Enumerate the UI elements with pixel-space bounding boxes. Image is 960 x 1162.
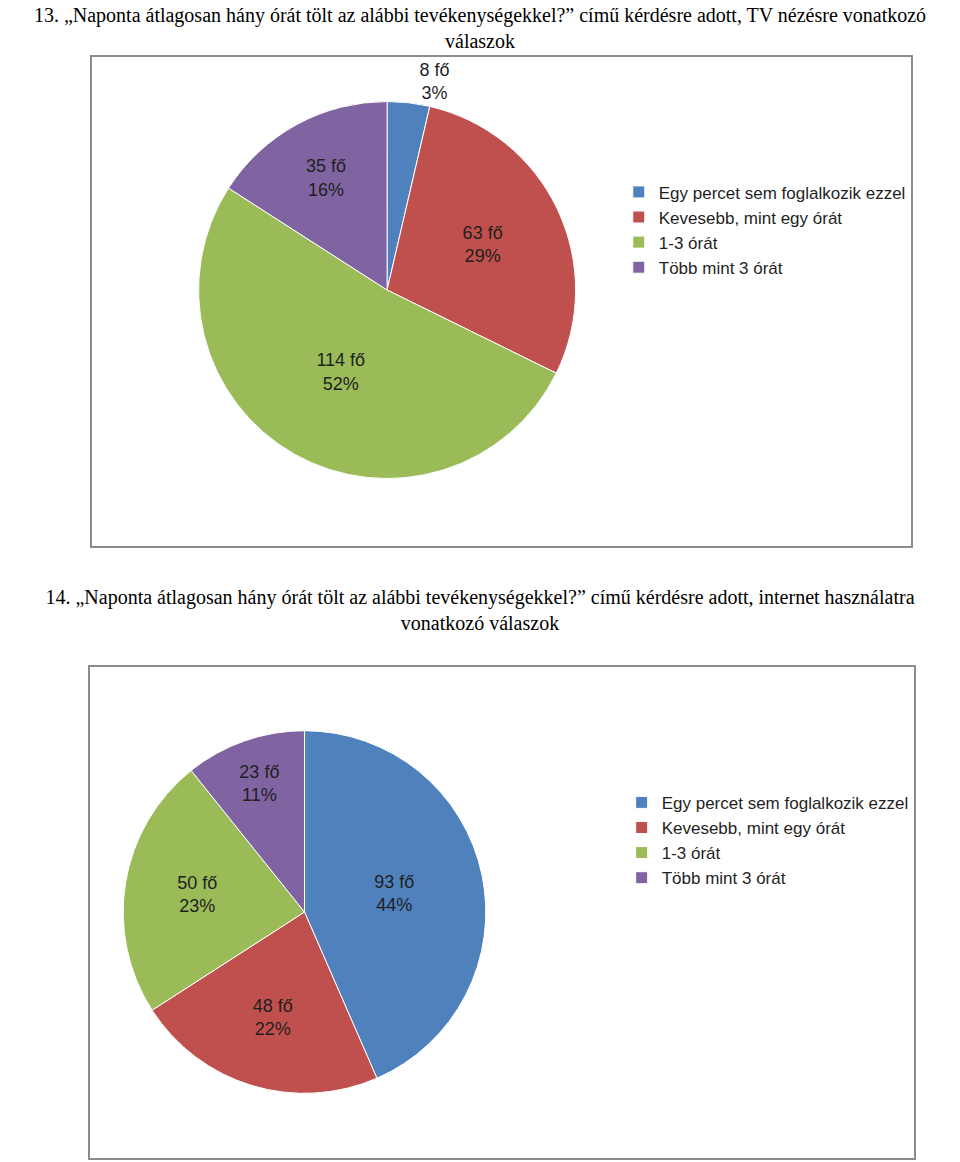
svg-text:Egy percet sem foglalkozik ezz: Egy percet sem foglalkozik ezzel <box>662 794 909 813</box>
svg-text:8 fő3%: 8 fő3% <box>419 60 449 103</box>
svg-text:1-3 órát: 1-3 órát <box>662 844 721 863</box>
svg-text:Több mint 3 órát: Több mint 3 órát <box>659 259 783 278</box>
svg-text:Több mint 3 órát: Több mint 3 órát <box>662 869 786 888</box>
svg-text:50 fő23%: 50 fő23% <box>177 873 217 916</box>
svg-text:48 fő22%: 48 fő22% <box>253 996 293 1039</box>
html-text:14. „Naponta átlagosan hány ór: 14. „Naponta átlagosan hány órát tölt az… <box>45 586 915 634</box>
svg-text:Kevesebb, mint egy órát: Kevesebb, mint egy órát <box>662 819 846 838</box>
svg-text:63 fő29%: 63 fő29% <box>463 223 503 266</box>
svg-text:114 fő52%: 114 fő52% <box>316 350 365 393</box>
svg-text:35 fő16%: 35 fő16% <box>306 156 346 199</box>
svg-text:1-3 órát: 1-3 órát <box>659 234 718 253</box>
svg-text:Egy percet sem foglalkozik ezz: Egy percet sem foglalkozik ezzel <box>659 184 906 203</box>
svg-text:Kevesebb, mint egy órát: Kevesebb, mint egy órát <box>659 209 843 228</box>
svg-text:23 fő11%: 23 fő11% <box>239 762 279 805</box>
svg-text:93 fő44%: 93 fő44% <box>374 872 414 915</box>
html-text:13. „Naponta átlagosan hány ór: 13. „Naponta átlagosan hány órát tölt az… <box>33 4 927 52</box>
